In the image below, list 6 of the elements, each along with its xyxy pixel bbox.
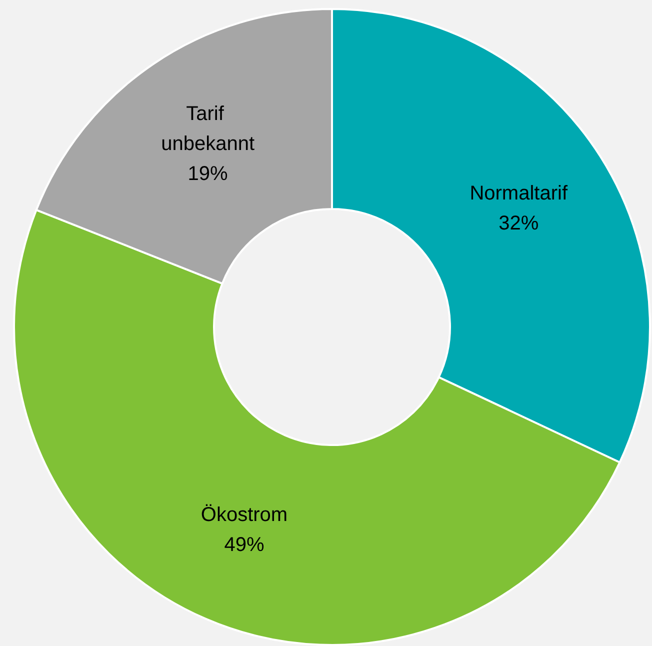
slice-label: Normaltarif <box>470 182 568 205</box>
data-label: 19% <box>188 163 228 186</box>
data-label: 49% <box>224 534 264 556</box>
data-label: 32% <box>498 212 539 235</box>
slice-label: Ökostrom <box>200 504 288 526</box>
slice-label: Tarif unbekannt <box>161 103 255 156</box>
